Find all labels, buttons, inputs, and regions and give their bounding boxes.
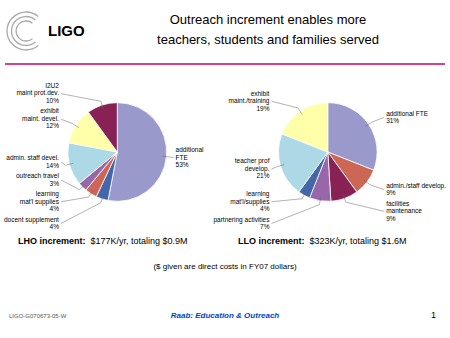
title: Outreach increment enables more	[170, 12, 367, 27]
category-line: facilities	[386, 200, 410, 207]
category-label: additionalFTE	[176, 146, 204, 161]
category-label: exhibitmaint./training	[229, 90, 270, 106]
slice-label: admin. staff devel.14%	[6, 154, 59, 169]
increment-label: LLO increment:	[238, 236, 305, 246]
category-label: facilitiesmantenance	[386, 200, 422, 215]
leader-line	[162, 156, 173, 158]
leader-line	[271, 192, 305, 202]
leader-line	[271, 165, 284, 169]
leader-line	[61, 190, 93, 201]
increment-text: LHO increment: $177K/yr, totaling $0.9M	[18, 236, 188, 246]
logo-arc	[11, 16, 35, 45]
leader-line	[271, 101, 302, 114]
slice-label: exhibitmaint./training19%	[229, 90, 270, 112]
footer-left: LIGO-G070673-05-W	[9, 313, 67, 319]
pie	[271, 101, 384, 223]
slice-label: partnering activities7%	[213, 216, 270, 231]
category-label: learningmat'l supplies	[20, 190, 60, 206]
category-label: I2U2maint prot.dev.	[16, 82, 59, 98]
category-line: maint. devel.	[22, 115, 59, 122]
leader-line	[343, 195, 384, 212]
pie	[61, 94, 174, 224]
page-number: 1	[431, 310, 436, 320]
category-line: exhibit	[251, 90, 270, 97]
increment-value: $323K/yr, totaling $1.6M	[305, 236, 407, 246]
leader-line	[61, 94, 103, 109]
leader-line	[61, 119, 79, 128]
value-label: 4%	[260, 205, 270, 212]
value-label: 3%	[50, 180, 60, 187]
slice-label: additionalFTE53%	[176, 146, 204, 168]
increment-label: LHO increment:	[18, 236, 86, 246]
category-label: teacher profdevelop.	[235, 157, 270, 173]
category-label: exhibitmaint. devel.	[22, 107, 59, 122]
slice-label: exhibitmaint. devel.12%	[22, 107, 59, 129]
leader-line	[61, 195, 103, 223]
leader-line	[271, 197, 320, 224]
value-label: 21%	[256, 172, 269, 179]
value-label: 9%	[386, 215, 396, 222]
value-label: 14%	[46, 162, 59, 169]
value-label: 9%	[386, 189, 396, 196]
slice-label: outreach travel3%	[16, 172, 60, 187]
header-rule	[5, 63, 445, 65]
category-line: additional FTE	[386, 110, 429, 117]
logo: LIGO	[7, 12, 85, 50]
subtitle: teachers, students and families served	[157, 32, 379, 47]
category-line: additional	[176, 146, 204, 153]
category-line: outreach travel	[16, 172, 60, 179]
leader-line	[61, 180, 85, 190]
category-line: mantenance	[386, 207, 422, 214]
value-label: 19%	[256, 105, 269, 112]
value-label: 31%	[386, 117, 399, 124]
footer-center: Raab: Education & Outreach	[171, 311, 280, 320]
slice-label: facilitiesmantenance9%	[386, 200, 422, 222]
footnote: ($ given are direct costs in FY07 dollar…	[153, 262, 297, 271]
category-line: exhibit	[40, 107, 59, 114]
increment-text: LLO increment: $323K/yr, totaling $1.6M	[238, 236, 407, 246]
leader-line	[364, 180, 384, 190]
slice-label: additional FTE31%	[386, 110, 429, 125]
category-line: FTE	[176, 154, 189, 161]
logo-arc	[16, 21, 32, 41]
value-label: 53%	[176, 161, 189, 168]
logo-arc	[7, 12, 38, 50]
slice-label: learningmat'l/supplies4%	[230, 190, 270, 212]
value-label: 4%	[50, 205, 60, 212]
slide: LIGO Outreach increment enables more teach…	[0, 0, 450, 338]
value-label: 4%	[50, 223, 60, 230]
pie-slice	[328, 152, 357, 201]
category-label: learningmat'l/supplies	[230, 190, 270, 206]
pie-slice	[282, 103, 328, 152]
category-label: admin. staff devel.	[6, 154, 59, 161]
value-label: 7%	[260, 223, 270, 230]
value-label: 12%	[46, 122, 59, 129]
slice-label: admin./staff develop.9%	[386, 182, 446, 197]
category-label: outreach travel	[16, 172, 60, 179]
increment-value: $177K/yr, totaling $0.9M	[86, 236, 188, 246]
category-line: I2U2	[45, 82, 59, 89]
leader-line	[365, 118, 384, 127]
value-label: 10%	[46, 97, 59, 104]
slice-label: teacher profdevelop.21%	[235, 157, 270, 179]
slice-label: I2U2maint prot.dev.10%	[16, 82, 59, 104]
category-label: additional FTE	[386, 110, 429, 117]
category-line: admin. staff devel.	[6, 154, 59, 161]
logo-text: LIGO	[48, 22, 85, 39]
slice-label: learningmat'l supplies4%	[20, 190, 60, 212]
pie-slice	[88, 103, 117, 152]
slice-label: docent supplement4%	[4, 216, 59, 231]
leader-line	[61, 162, 73, 165]
